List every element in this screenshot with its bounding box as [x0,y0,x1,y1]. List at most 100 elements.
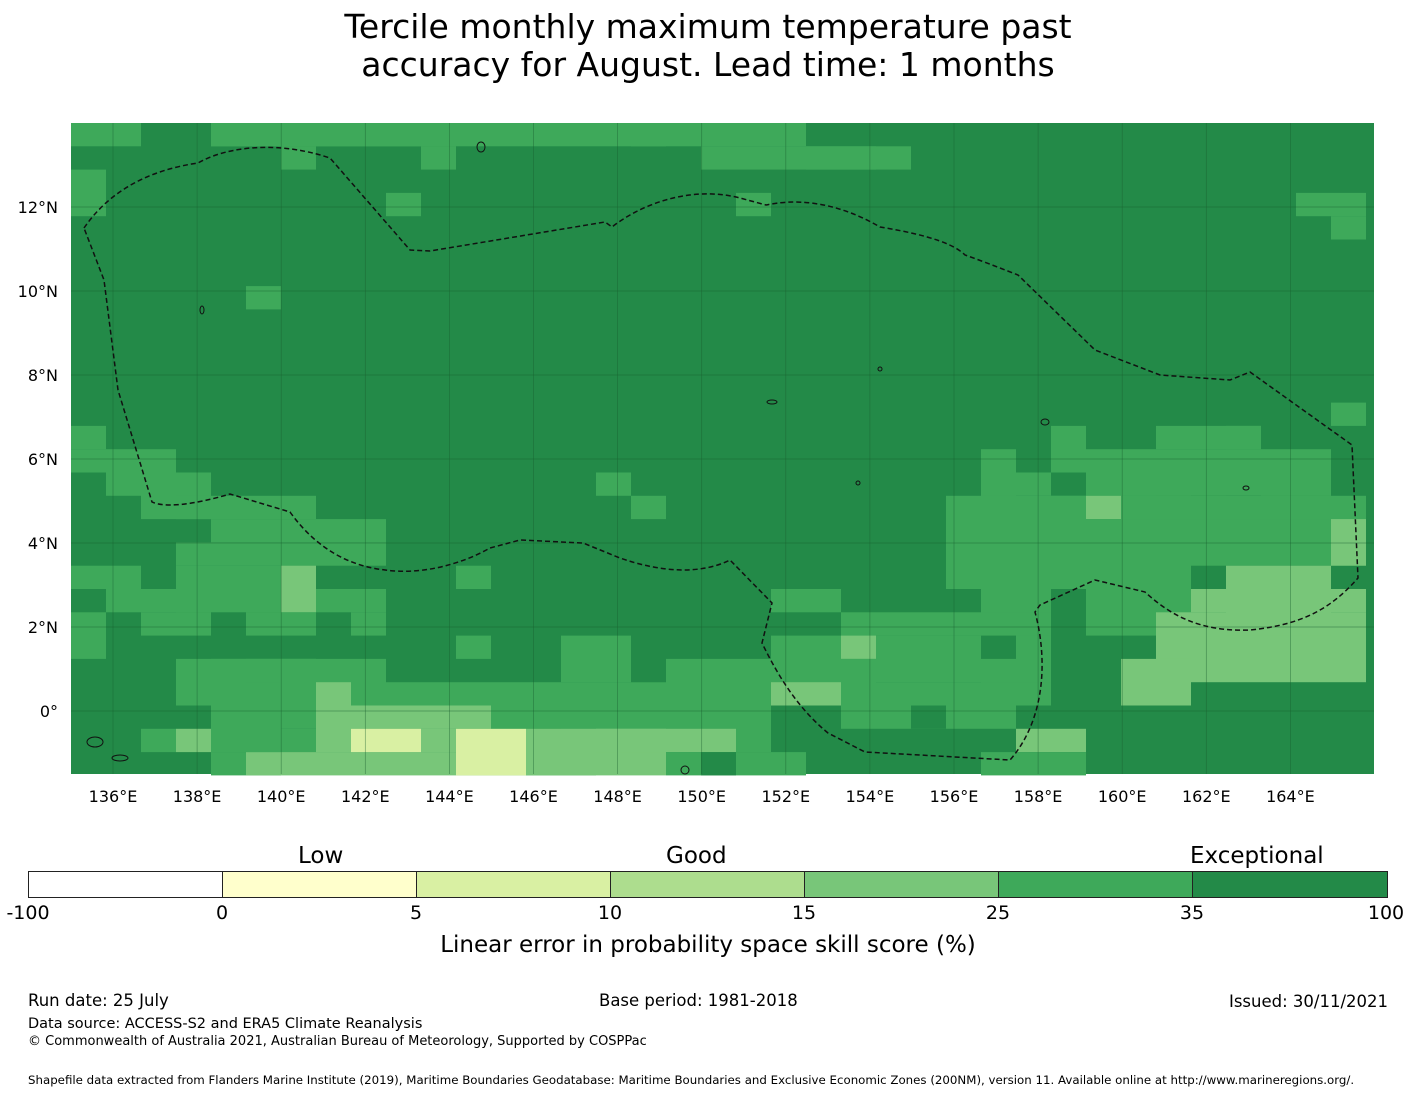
grid-cell [106,589,211,613]
longitude-label: 158°E [1014,787,1063,806]
longitude-label: 144°E [425,787,474,806]
island-outline [877,366,883,372]
grid-cell [1331,216,1366,240]
grid-cell [106,123,141,147]
grid-cell [351,705,491,729]
grid-cell [1121,658,1191,706]
grid-cell [246,286,281,310]
grid-cell [386,728,421,753]
grid-cell [106,565,141,589]
grid-cell [211,519,386,543]
shapefile-credit: Shapefile data extracted from Flanders M… [28,1073,1355,1087]
grid-cell [561,635,631,683]
longitude-label: 148°E [593,787,642,806]
grid-cell [141,728,176,753]
eez-boundary [83,146,1359,761]
colorbar-tick: 100 [1367,902,1405,924]
longitude-label: 136°E [89,787,138,806]
grid-cell [71,565,106,589]
colorbar-tick: 35 [1179,902,1205,924]
grid-cell [1121,472,1331,496]
longitude-label: 164°E [1266,787,1315,806]
colorbar-band-5 [998,871,1193,898]
grid-cell [71,449,106,473]
grid-cell [596,472,631,496]
longitude-label: 150°E [677,787,726,806]
colorbar-category-low: Low [298,843,344,869]
colorbar-tick: 10 [597,902,623,924]
colorbar-band-4 [804,871,999,898]
grid-cell [1226,589,1331,636]
grid-cell [981,635,1016,659]
grid-cell [351,612,386,636]
grid-cell [351,728,386,753]
grid-cell [1086,495,1121,520]
grid-cell [1016,472,1051,496]
grid-cell [1051,425,1086,473]
longitude-label: 146°E [509,787,558,806]
grid-cell [281,658,316,729]
base-period: Base period: 1981-2018 [599,991,798,1010]
longitude-label: 162°E [1182,787,1231,806]
colorbar-band-6 [1192,871,1388,898]
latitude-label: 6°N [28,450,58,469]
island-outline [111,754,129,762]
longitude-label: 140°E [257,787,306,806]
colorbar-category-exceptional: Exceptional [1190,843,1324,869]
latitude-label: 12°N [18,198,58,217]
colorbar-tick: 0 [215,902,229,924]
chart-title-line-2: accuracy for August. Lead time: 1 months [361,45,1055,84]
grid-cell [1331,402,1366,426]
skill-grid-cells [71,123,1374,776]
issued-date: Issued: 30/11/2021 [1228,992,1388,1011]
grid-cell [701,752,736,776]
grid-cell [841,612,1051,636]
skill-score-map: 136°E 138°E 140°E 142°E 144°E 146°E 148°E 150°E… [18,123,1374,806]
colorbar-tick: 5 [409,902,423,924]
island-outline [86,736,104,748]
grid-cell [981,752,1086,776]
island-outline [476,141,486,153]
longitude-label: 156°E [930,787,979,806]
grid-cell [526,682,596,729]
grid-cell [771,589,841,613]
grid-cell [806,146,876,170]
grid-cell [71,123,106,147]
latitude-labels: 12°N 10°N 8°N 6°N 4°N 2°N 0° [18,198,58,721]
colorbar-tick: 15 [791,902,817,924]
grid-cell [631,658,666,683]
island-outline [680,765,690,775]
grid-cell [386,192,421,217]
island-outline [766,399,778,405]
grid-cell [456,635,491,659]
latitude-label: 2°N [28,618,58,637]
island-outline [199,305,205,315]
chart-title-line-1: Tercile monthly maximum temperature past [344,7,1072,46]
grid-cell [71,169,106,217]
grid-cell [596,728,631,753]
longitude-label: 160°E [1098,787,1147,806]
grid-cell [456,565,491,589]
grid-cell [211,123,526,147]
colorbar-band-0 [28,871,223,898]
grid-cell [841,635,876,659]
copyright: © Commonwealth of Australia 2021, Austra… [28,1034,647,1049]
island-outline [1040,418,1050,426]
grid-cell [421,146,456,170]
longitude-label: 154°E [846,787,895,806]
grid-cell [281,565,316,613]
grid-cell [141,612,211,636]
grid-cell [631,123,806,147]
colorbar-category-good: Good [666,843,727,869]
latitude-label: 8°N [28,366,58,385]
data-source: Data source: ACCESS-S2 and ERA5 Climate … [28,1016,423,1032]
colorbar-label: Linear error in probability space skill … [440,932,976,958]
grid-cell [281,146,316,170]
island-outline [1242,485,1250,491]
grid-cell [1016,728,1086,753]
colorbar-band-1 [222,871,417,898]
colorbar-band-2 [416,871,611,898]
longitude-label: 142°E [341,787,390,806]
longitude-labels: 136°E 138°E 140°E 142°E 144°E 146°E 148°E 150°E… [89,787,1315,806]
longitude-label: 152°E [761,787,810,806]
